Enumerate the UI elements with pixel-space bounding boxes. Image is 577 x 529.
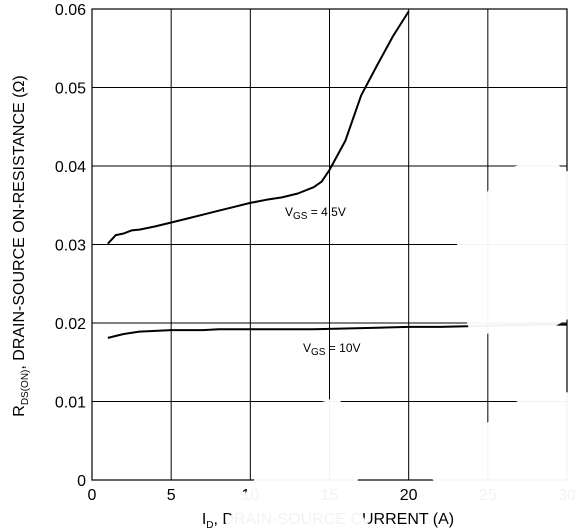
series-group [107, 10, 567, 339]
watermark-shape-right [447, 158, 577, 338]
y-tick-label: 0.06 [55, 2, 86, 19]
x-tick-label: 5 [167, 487, 176, 504]
watermark-shape-left [222, 397, 372, 529]
watermark-shape-bottom-right [424, 385, 577, 529]
series-label-vgs-10v: VGS = 10V [303, 341, 361, 358]
y-tick-label: 0.04 [55, 159, 86, 176]
y-tick-labels: 0 0.01 0.02 0.03 0.04 0.05 0.06 [55, 2, 86, 490]
y-tick-label: 0 [77, 473, 86, 490]
y-tick-label: 0.05 [55, 81, 86, 98]
x-tick-label: 20 [400, 487, 418, 504]
y-tick-label: 0.02 [55, 316, 86, 333]
series-line-1 [107, 323, 567, 339]
x-tick-label: 0 [88, 487, 97, 504]
series-line-0 [107, 10, 410, 245]
watermark [222, 158, 577, 529]
y-tick-label: 0.03 [55, 238, 86, 255]
y-tick-label: 0.01 [55, 395, 86, 412]
y-axis-label: RDS(ON), DRAIN-SOURCE ON-RESISTANCE (Ω) [11, 75, 31, 416]
series-label-vgs-4.5v: VGS = 4.5V [285, 205, 346, 222]
